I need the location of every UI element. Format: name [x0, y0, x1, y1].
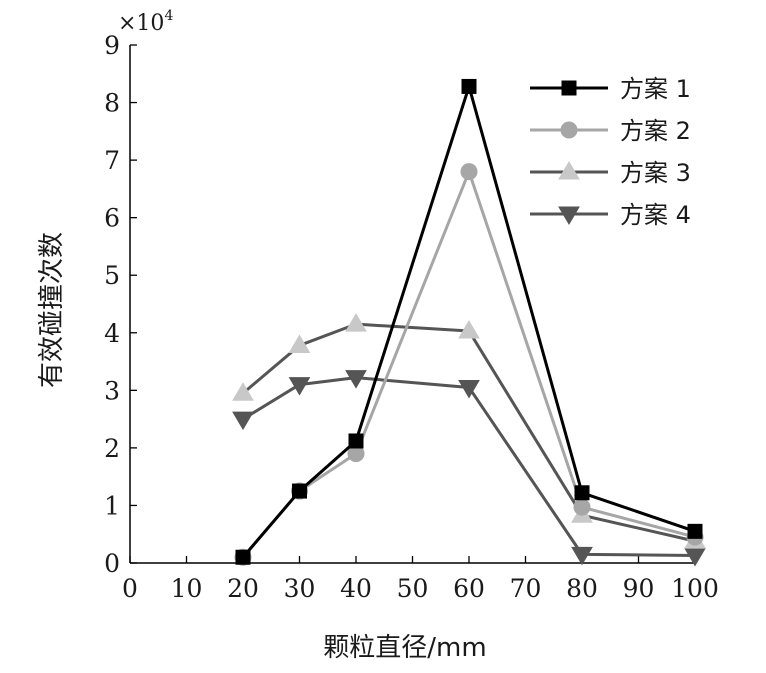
data-point-square [348, 433, 364, 449]
data-point-triangle-up [288, 334, 311, 353]
y-tick-label: 0 [104, 549, 120, 578]
x-tick-label: 50 [397, 574, 429, 603]
x-tick-label: 40 [340, 574, 372, 603]
x-tick-label: 10 [171, 574, 203, 603]
y-tick-label: 7 [104, 146, 120, 175]
x-tick-label: 60 [453, 574, 485, 603]
y-tick-label: 6 [104, 204, 120, 233]
data-point-circle [560, 121, 578, 139]
data-point-triangle-up [232, 382, 254, 401]
data-point-triangle-up [558, 161, 580, 180]
y-tick-label: 3 [104, 376, 120, 405]
series-1 [235, 78, 703, 565]
y-tick-label: 9 [104, 31, 120, 60]
series-line [241, 84, 696, 559]
data-point-triangle-down [288, 377, 311, 396]
legend: 方案 1 方案 2 方案 3 方案 4 [530, 75, 691, 229]
data-point-square [574, 485, 590, 501]
y-tick-label: 8 [104, 89, 120, 118]
series-4 [232, 370, 706, 567]
x-axis-title: 颗粒直径/mm [323, 633, 486, 663]
x-tick-label: 80 [566, 574, 598, 603]
legend-label: 方案 1 [620, 75, 691, 103]
y-tick-label: 2 [104, 434, 120, 463]
series-3 [232, 313, 706, 549]
legend-item-1: 方案 1 [530, 75, 691, 103]
data-point-circle [573, 498, 591, 516]
x-tick-label: 0 [122, 574, 138, 603]
data-point-triangle-down [458, 379, 480, 399]
legend-label: 方案 4 [620, 201, 691, 229]
y-tick-label: 5 [104, 261, 120, 290]
y-axis-title: 有效碰撞次数 [37, 232, 67, 388]
y-tick-label: 4 [104, 319, 120, 348]
data-point-triangle-up [345, 313, 367, 332]
x-tick-label: 30 [284, 574, 316, 603]
data-point-square [461, 78, 477, 94]
data-point-square [687, 523, 703, 539]
y-tick-label: 1 [104, 491, 120, 520]
x-tick-label: 100 [671, 574, 719, 603]
legend-item-3: 方案 3 [530, 159, 691, 187]
series-line [241, 170, 696, 559]
series-line [242, 322, 696, 543]
y-multiplier: ×104 [118, 8, 173, 36]
legend-label: 方案 3 [620, 159, 691, 187]
data-point-circle [460, 163, 478, 181]
data-point-triangle-down [571, 546, 593, 566]
series-layer [232, 78, 706, 567]
series-line [242, 376, 696, 558]
data-point-triangle-up [458, 320, 480, 339]
legend-label: 方案 2 [620, 117, 691, 145]
data-point-square [292, 483, 307, 499]
x-tick-label: 70 [510, 574, 542, 603]
legend-item-2: 方案 2 [530, 117, 691, 145]
x-tick-label: 20 [227, 574, 259, 603]
data-point-triangle-down [232, 411, 254, 431]
data-point-square [561, 80, 577, 96]
data-point-square [235, 549, 251, 565]
x-tick-label: 90 [623, 574, 655, 603]
data-point-triangle-down [345, 370, 367, 389]
data-point-triangle-down [558, 206, 580, 225]
legend-item-4: 方案 4 [530, 201, 691, 229]
